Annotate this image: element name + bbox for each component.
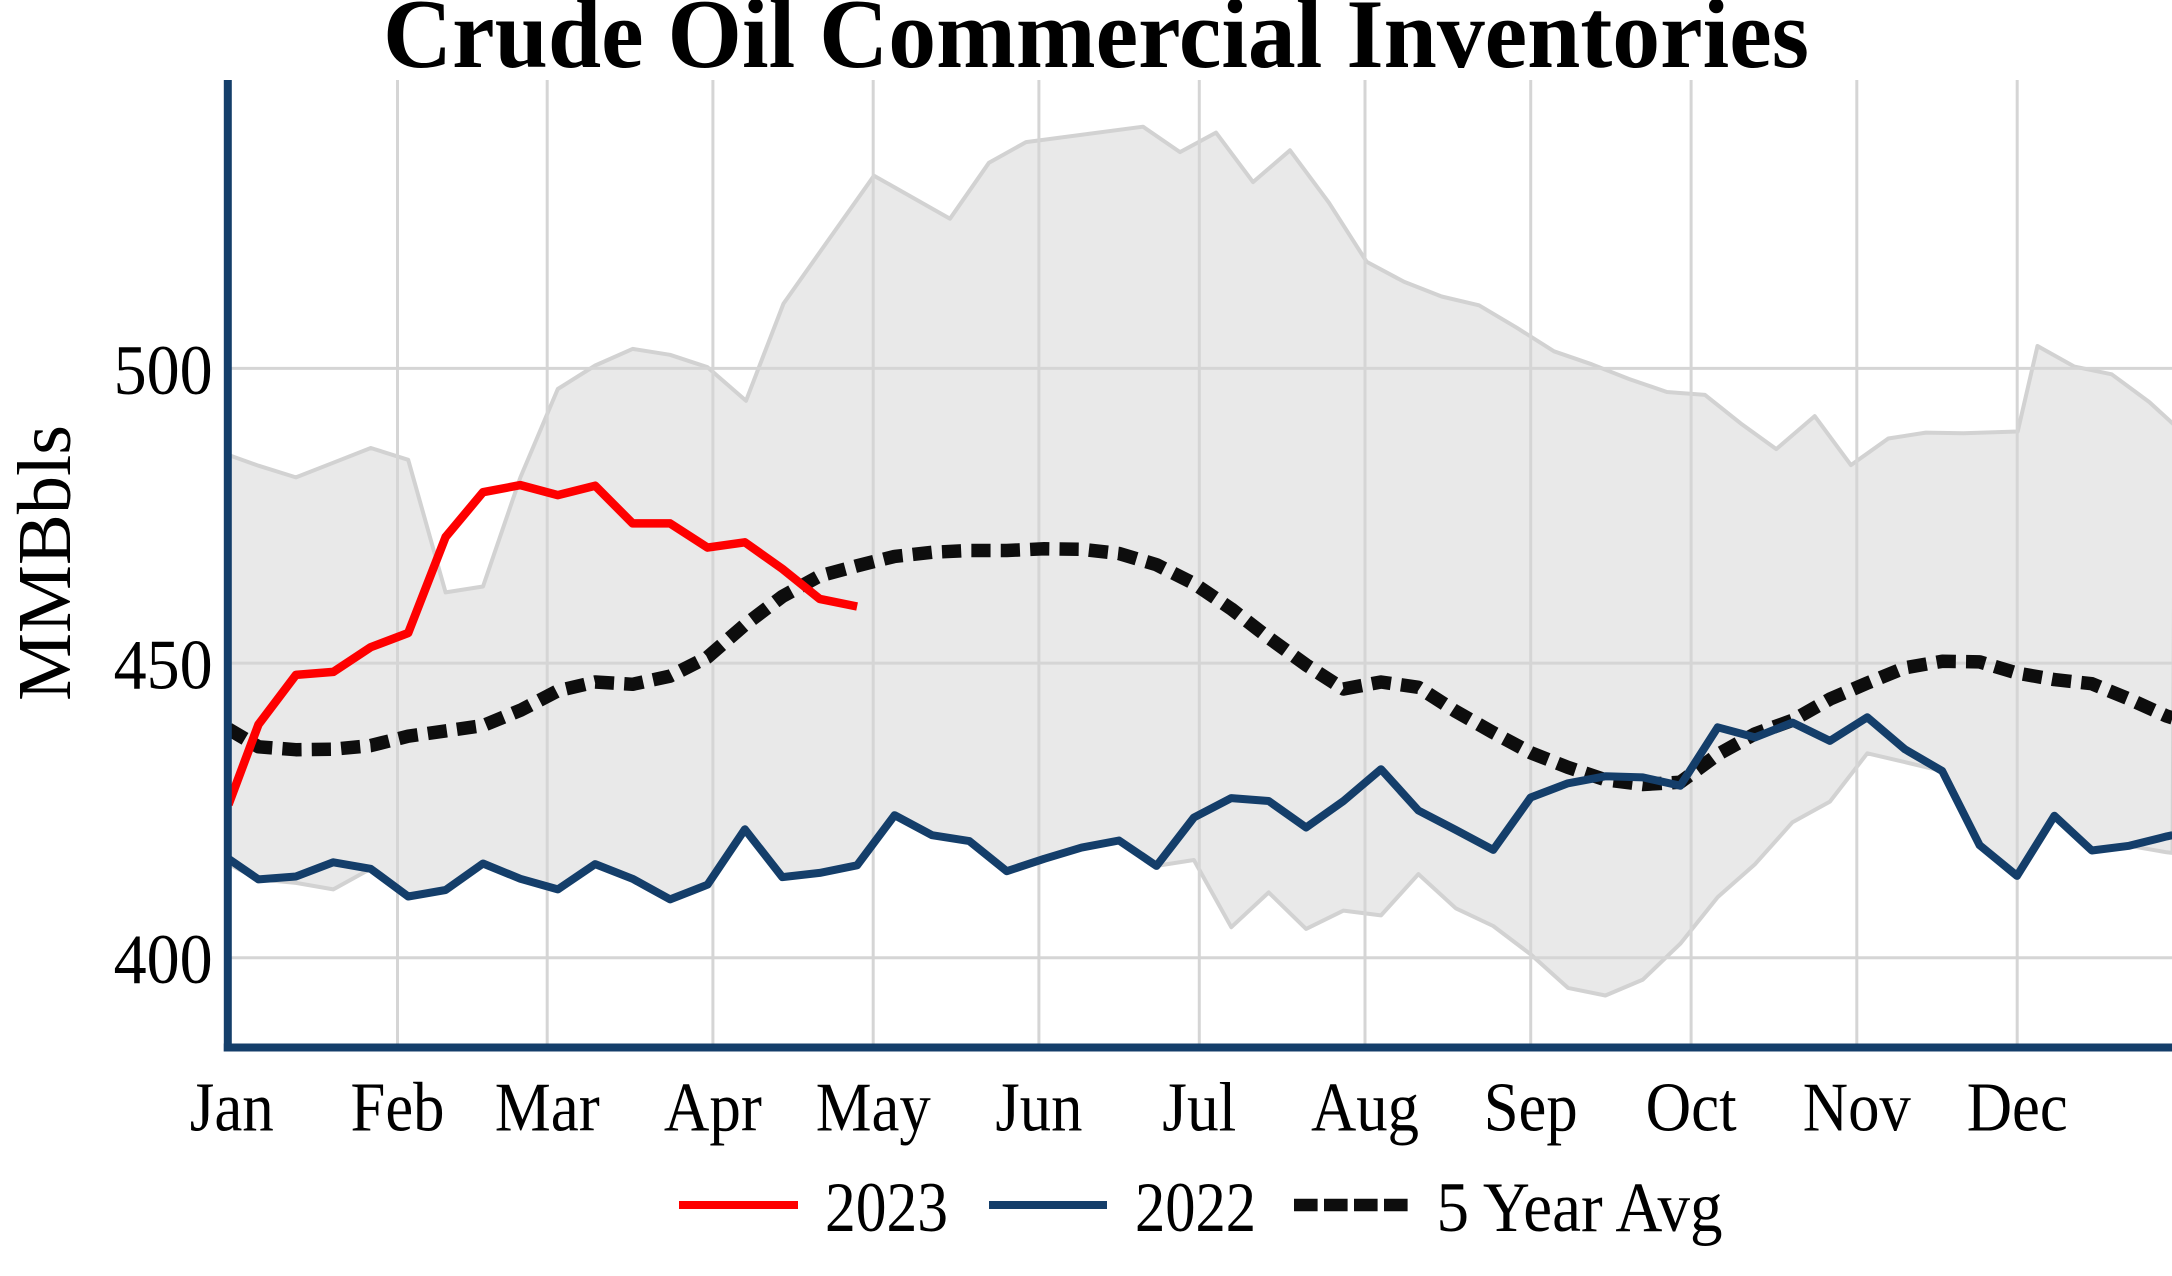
svg-text:Mar: Mar bbox=[495, 1070, 600, 1147]
svg-text:Apr: Apr bbox=[664, 1070, 762, 1147]
svg-text:Dec: Dec bbox=[1967, 1070, 2068, 1147]
svg-text:500: 500 bbox=[114, 332, 213, 410]
svg-text:May: May bbox=[816, 1070, 931, 1147]
svg-text:Jun: Jun bbox=[995, 1070, 1082, 1147]
svg-text:2023: 2023 bbox=[825, 1169, 948, 1247]
svg-text:Nov: Nov bbox=[1803, 1070, 1911, 1147]
svg-text:Feb: Feb bbox=[351, 1070, 445, 1147]
svg-text:Crude Oil Commercial Inventori: Crude Oil Commercial Inventories bbox=[383, 0, 1809, 89]
svg-text:400: 400 bbox=[114, 921, 213, 999]
svg-text:MMBbls: MMBbls bbox=[3, 425, 87, 701]
svg-text:5 Year Avg: 5 Year Avg bbox=[1437, 1169, 1723, 1247]
svg-text:Jan: Jan bbox=[190, 1070, 274, 1147]
svg-text:Sep: Sep bbox=[1484, 1070, 1578, 1147]
svg-text:Aug: Aug bbox=[1311, 1070, 1419, 1147]
svg-text:Oct: Oct bbox=[1646, 1070, 1737, 1147]
svg-text:450: 450 bbox=[114, 627, 213, 705]
svg-text:2022: 2022 bbox=[1135, 1169, 1256, 1247]
svg-text:Jul: Jul bbox=[1162, 1070, 1236, 1147]
